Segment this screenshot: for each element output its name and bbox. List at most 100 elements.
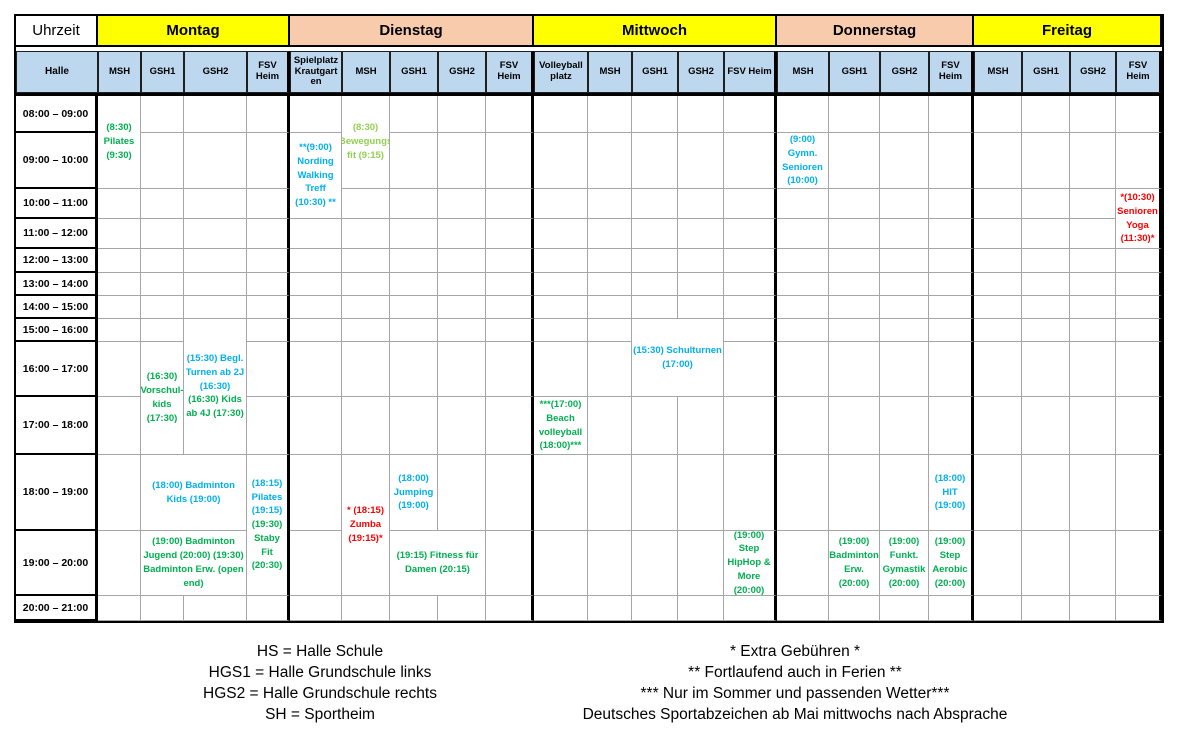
- schedule-cell: [880, 133, 929, 189]
- event-badminton-erw-donnerstag: (19:00) Badminton Erw. (20:00): [829, 531, 880, 596]
- schedule-cell: [98, 273, 141, 296]
- schedule-cell: [829, 296, 880, 319]
- schedule-cell: [486, 596, 534, 621]
- time-slot-9: 16:00 – 17:00: [16, 342, 98, 397]
- schedule-cell: [534, 531, 588, 596]
- hall-header-gsh1-donnerstag: GSH1: [829, 51, 880, 93]
- time-slot-4: 11:00 – 12:00: [16, 219, 98, 249]
- schedule-cell: [1022, 319, 1070, 342]
- schedule-cell: [632, 455, 678, 531]
- schedule-cell: [588, 319, 632, 342]
- event-text: (19:00) Step Aerobic (20:00): [930, 535, 970, 590]
- schedule-cell: [290, 596, 342, 621]
- event-text-segment: (18:00) Badminton Kids (19:00): [152, 479, 235, 505]
- schedule-cell: [678, 249, 724, 273]
- schedule-cell: [247, 189, 290, 219]
- schedule-table: Uhrzeit Montag Dienstag Mittwoch Donnerstag F…: [14, 14, 1164, 623]
- event-text-segment: (19:00) Step HipHop & More (20:00): [727, 531, 771, 596]
- hall-header-gsh1-montag: GSH1: [141, 51, 184, 93]
- event-text: (19:00) Step HipHop & More (20:00): [725, 531, 773, 596]
- legend-line: * Extra Gebühren *: [729, 643, 861, 660]
- schedule-cell: [974, 249, 1022, 273]
- schedule-cell: [777, 249, 829, 273]
- event-pilates-stabyfit-montag: (18:15) Pilates (19:15) (19:30) Staby Fi…: [247, 455, 290, 596]
- schedule-cell: [1070, 397, 1116, 455]
- schedule-cell: [724, 133, 777, 189]
- schedule-cell: [290, 273, 342, 296]
- schedule-cell: [141, 319, 184, 342]
- schedule-cell: [1116, 273, 1162, 296]
- event-beachvolleyball-mittwoch: ***(17:00) Beach volleyball (18:00)***: [534, 397, 588, 455]
- schedule-cell: [290, 319, 342, 342]
- schedule-body: 08:00 – 09:00 09:00 – 10:00 10:00 – 11:00 1…: [16, 96, 1162, 621]
- schedule-cell: [880, 319, 929, 342]
- schedule-cell: [588, 219, 632, 249]
- schedule-cell: [184, 133, 247, 189]
- schedule-cell: [486, 296, 534, 319]
- schedule-cell: [880, 296, 929, 319]
- schedule-cell: [247, 249, 290, 273]
- schedule-cell: [342, 342, 390, 397]
- schedule-cell: [98, 219, 141, 249]
- day-header-freitag: Freitag: [974, 16, 1162, 47]
- schedule-cell: [534, 596, 588, 621]
- legend-footer: HS = Halle Schule HGS1 = Halle Grundschu…: [0, 641, 1191, 725]
- hall-header-fsv-heim-donnerstag: FSV Heim: [929, 51, 974, 93]
- schedule-cell: [829, 219, 880, 249]
- schedule-cell: [141, 249, 184, 273]
- schedule-cell: [438, 219, 486, 249]
- schedule-cell: [588, 531, 632, 596]
- schedule-cell: [929, 273, 974, 296]
- schedule-cell: [929, 319, 974, 342]
- schedule-cell: [1022, 531, 1070, 596]
- schedule-cell: [390, 249, 438, 273]
- hall-header-msh-donnerstag: MSH: [777, 51, 829, 93]
- schedule-cell: [724, 342, 777, 397]
- time-slot-2: 09:00 – 10:00: [16, 133, 98, 189]
- legend-line: *** Nur im Sommer und passenden Wetter**…: [640, 685, 950, 702]
- time-slot-11: 18:00 – 19:00: [16, 455, 98, 531]
- event-text: (18:00) Badminton Kids (19:00): [142, 479, 245, 507]
- schedule-cell: [678, 596, 724, 621]
- schedule-cell: [1116, 96, 1162, 133]
- schedule-cell: [588, 342, 632, 397]
- schedule-cell: [1116, 397, 1162, 455]
- schedule-cell: [141, 596, 184, 621]
- schedule-cell: [880, 397, 929, 455]
- schedule-cell: [1022, 455, 1070, 531]
- schedule-cell: [929, 596, 974, 621]
- hall-header-gsh1-dienstag: GSH1: [390, 51, 438, 93]
- schedule-cell: [390, 96, 438, 133]
- schedule-cell: [98, 189, 141, 219]
- event-text-segment: (18:00) Jumping (19:00): [393, 472, 434, 512]
- schedule-cell: [247, 296, 290, 319]
- event-text: **(9:00) Nording Walking Treff (10:30) *…: [291, 141, 340, 210]
- schedule-cell: [342, 273, 390, 296]
- schedule-header: Uhrzeit Montag Dienstag Mittwoch Donnerstag F…: [16, 16, 1162, 96]
- schedule-cell: [290, 342, 342, 397]
- schedule-cell: [678, 133, 724, 189]
- schedule-cell: [777, 96, 829, 133]
- schedule-cell: [632, 219, 678, 249]
- schedule-cell: [588, 133, 632, 189]
- event-schulturnen-mittwoch: (15:30) Schulturnen (17:00): [632, 319, 724, 397]
- schedule-cell: [534, 296, 588, 319]
- schedule-cell: [438, 397, 486, 455]
- schedule-cell: [290, 531, 342, 596]
- hall-header-msh-dienstag: MSH: [342, 51, 390, 93]
- schedule-cell: [438, 319, 486, 342]
- schedule-cell: [929, 296, 974, 319]
- schedule-cell: [974, 455, 1022, 531]
- event-text-segment: (16:30) Kids ab 4J (17:30): [186, 394, 244, 420]
- schedule-cell: [534, 273, 588, 296]
- event-text-segment: * (18:15) Zumba (19:15)*: [347, 505, 384, 544]
- schedule-cell: [974, 397, 1022, 455]
- schedule-cell: [1022, 296, 1070, 319]
- schedule-cell: [290, 249, 342, 273]
- hall-header-msh-freitag: MSH: [974, 51, 1022, 93]
- uhrzeit-header: Uhrzeit: [16, 16, 98, 47]
- schedule-cell: [98, 531, 141, 596]
- event-text: (18:00) HIT (19:00): [930, 472, 970, 513]
- event-text: (18:15) Pilates (19:15) (19:30) Staby Fi…: [248, 477, 286, 573]
- hall-header-gsh1-freitag: GSH1: [1022, 51, 1070, 93]
